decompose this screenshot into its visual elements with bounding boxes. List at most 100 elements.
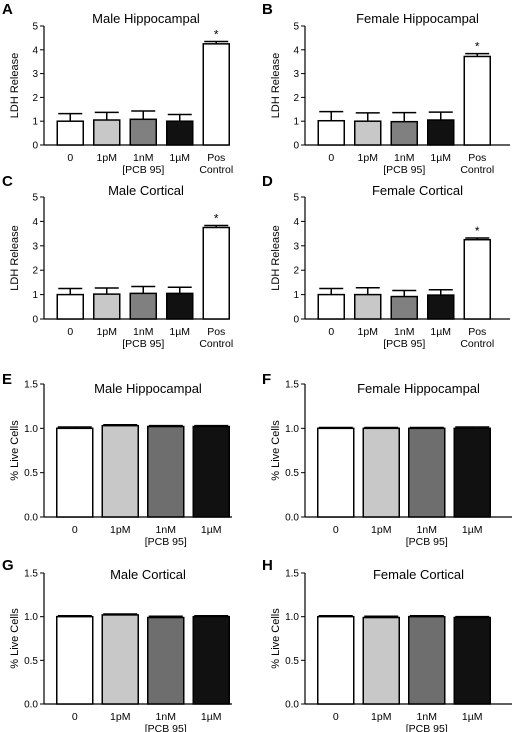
y-tick-label: 2: [293, 266, 299, 277]
panel-f: F Female Hippocampal 0.0 0.5 1.0 1.5 % Live Ce…: [262, 371, 512, 548]
panel-b: B Female Hippocampal 0 1 2 3 4 5 LDH Release 0 1pM…: [262, 1, 510, 176]
y-tick-label: 3: [293, 241, 299, 252]
panel-letter: F: [262, 371, 271, 388]
panel-d: D Female Cortical 0 1 2 3 4 5 LDH Release 0 1pM 1nM…: [262, 173, 510, 350]
x-tick-label: 1µM: [201, 524, 222, 536]
bar: [463, 55, 491, 146]
y-tick-label: 4: [32, 217, 38, 228]
x-tick-label: 0: [67, 326, 73, 338]
y-tick-label: 1.0: [285, 424, 299, 435]
y-tick-label: 4: [293, 45, 299, 56]
significance-marker: *: [475, 40, 480, 54]
y-tick-label: 1.0: [285, 612, 299, 623]
bar: [56, 293, 84, 320]
y-tick-label: 0.0: [24, 513, 38, 524]
y-tick-label: 1.5: [24, 569, 38, 580]
y-tick-label: 1.5: [285, 569, 299, 580]
x-tick-label: 1pM: [97, 326, 117, 338]
bar: [390, 295, 418, 320]
x-tick-label: 1pM: [358, 326, 378, 338]
x-axis-label: [PCB 95]: [145, 536, 187, 548]
y-tick-label: 0.5: [285, 656, 299, 667]
y-tick-label: 5: [32, 22, 38, 33]
bar: [317, 427, 355, 518]
x-tick-label: 1nM: [156, 524, 176, 536]
bar: [166, 120, 194, 146]
x-tick-label: 1nM: [133, 152, 153, 164]
y-tick-label: 1: [32, 117, 38, 128]
y-axis-label: % Live Cells: [270, 420, 282, 481]
bar: [202, 43, 230, 146]
bar: [362, 616, 400, 705]
y-tick-label: 1.5: [24, 380, 38, 391]
bar: [192, 615, 230, 705]
bar: [354, 293, 382, 320]
y-tick-label: 0.5: [24, 468, 38, 479]
y-tick-label: 0: [293, 315, 299, 326]
x-tick-label: 1pM: [110, 524, 130, 536]
y-tick-label: 1.0: [24, 612, 38, 623]
significance-marker: *: [214, 212, 219, 226]
panel-title: Female Cortical: [372, 183, 463, 198]
panel-g: G Male Cortical 0.0 0.5 1.0 1.5 % Live Cells 0 1…: [2, 557, 232, 732]
x-tick-label: 1µM: [430, 152, 451, 164]
y-tick-label: 3: [32, 69, 38, 80]
bar: [317, 119, 345, 146]
bar: [453, 616, 491, 705]
x-tick-label: 1µM: [169, 152, 190, 164]
bar: [129, 292, 157, 320]
x-tick-label: Pos Control: [460, 326, 494, 350]
y-tick-label: 0.0: [285, 700, 299, 711]
panel-title: Female Cortical: [373, 567, 464, 582]
panel-title: Male Hippocampal: [92, 11, 200, 26]
panel-letter: C: [2, 173, 13, 190]
y-tick-label: 3: [32, 241, 38, 252]
y-tick-label: 0.5: [285, 468, 299, 479]
bar: [192, 425, 230, 518]
x-tick-label: 1nM: [417, 711, 437, 723]
x-tick-label: 1µM: [201, 711, 222, 723]
bar: [453, 427, 491, 518]
bar: [408, 615, 446, 705]
panel-c: C Male Cortical 0 1 2 3 4 5 LDH Release 0 1pM 1nM 1µ…: [2, 173, 233, 350]
panel-letter: G: [2, 557, 14, 574]
y-axis-label: % Live Cells: [9, 608, 21, 669]
y-axis-label: LDH Release: [270, 53, 282, 118]
bar: [101, 424, 139, 518]
bar: [354, 120, 382, 146]
x-tick-label: 1µM: [462, 711, 483, 723]
x-tick-label: 1nM: [133, 326, 153, 338]
bar: [147, 616, 185, 705]
y-axis-label: LDH Release: [9, 225, 21, 290]
y-tick-label: 4: [32, 45, 38, 56]
panel-h: H Female Cortical 0.0 0.5 1.0 1.5 % Live Cells…: [262, 557, 512, 732]
bar: [166, 292, 194, 320]
bar: [93, 119, 121, 146]
bar: [362, 427, 400, 518]
x-tick-label: Pos Control: [199, 326, 233, 350]
y-axis-label: % Live Cells: [270, 608, 282, 669]
y-tick-label: 0: [32, 141, 38, 152]
x-axis-label: [PCB 95]: [406, 536, 448, 548]
x-tick-label: 1nM: [417, 524, 437, 536]
bar: [317, 293, 345, 320]
bar: [427, 294, 455, 320]
bar: [317, 615, 355, 705]
x-tick-label: 1pM: [371, 524, 391, 536]
x-tick-label: Pos Control: [199, 152, 233, 176]
x-axis-label: [PCB 95]: [145, 723, 187, 732]
panel-title: Female Hippocampal: [357, 381, 480, 396]
y-tick-label: 5: [32, 193, 38, 204]
x-tick-label: 1pM: [358, 152, 378, 164]
y-tick-label: 5: [293, 193, 299, 204]
x-tick-label: 0: [328, 326, 334, 338]
panel-title: Male Cortical: [108, 183, 184, 198]
x-axis-label: [PCB 95]: [383, 338, 425, 350]
y-tick-label: 2: [293, 93, 299, 104]
y-axis-label: % Live Cells: [9, 420, 21, 481]
bar: [56, 120, 84, 146]
y-tick-label: 0: [32, 315, 38, 326]
y-tick-label: 0.5: [24, 656, 38, 667]
bar: [101, 614, 139, 705]
x-tick-label: 0: [72, 711, 78, 723]
